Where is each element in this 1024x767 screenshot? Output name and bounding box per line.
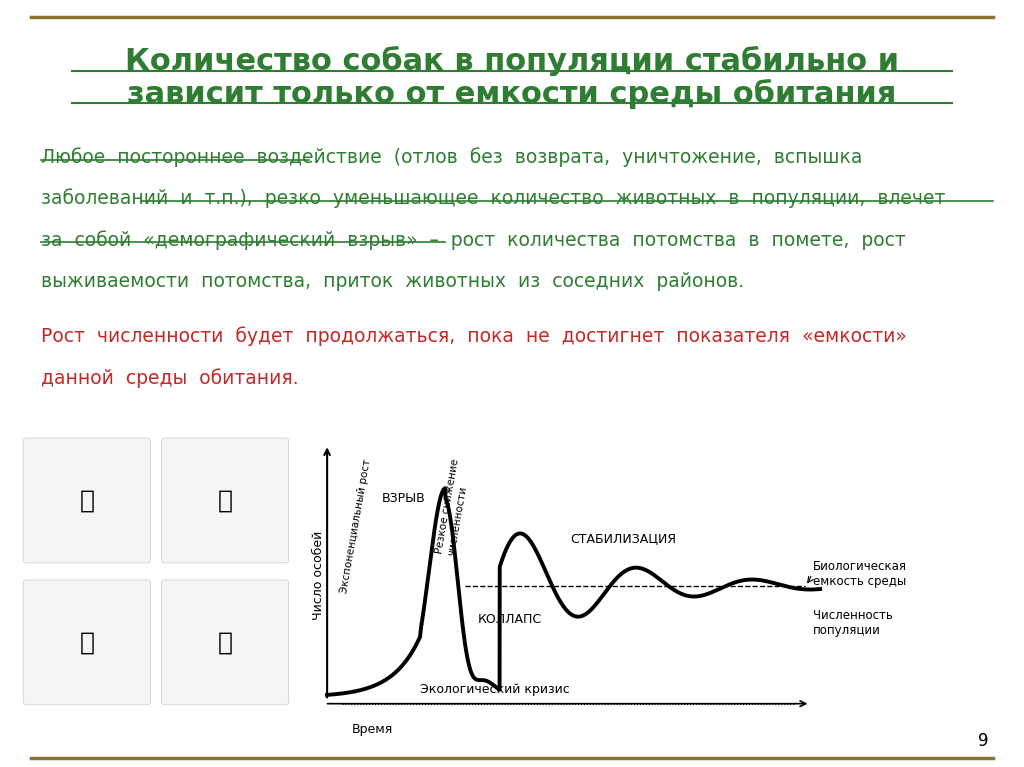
Text: Время: Время — [352, 723, 393, 736]
Text: 9: 9 — [978, 732, 988, 750]
Text: 🐕: 🐕 — [217, 489, 232, 512]
Text: за  собой  «демографический  взрыв»  –  рост  количества  потомства  в  помете, : за собой «демографический взрыв» – рост … — [41, 230, 905, 250]
FancyBboxPatch shape — [162, 580, 289, 705]
Text: заболеваний  и  т.п.),  резко  уменьшающее  количество  животных  в  популяции, : заболеваний и т.п.), резко уменьшающее к… — [41, 189, 945, 209]
Text: КОЛЛАПС: КОЛЛАПС — [477, 613, 542, 626]
Text: 🐕: 🐕 — [217, 630, 232, 654]
Text: 🐕: 🐕 — [79, 489, 94, 512]
Text: ВЗРЫВ: ВЗРЫВ — [382, 492, 425, 505]
Text: СТАБИЛИЗАЦИЯ: СТАБИЛИЗАЦИЯ — [570, 532, 676, 545]
Text: Экспоненциальный рост: Экспоненциальный рост — [339, 458, 373, 594]
Text: выживаемости  потомства,  приток  животных  из  соседних  районов.: выживаемости потомства, приток животных … — [41, 272, 744, 291]
Text: Резкое снижение
численности: Резкое снижение численности — [434, 458, 472, 556]
Text: Рост  численности  будет  продолжаться,  пока  не  достигнет  показателя  «емкос: Рост численности будет продолжаться, пок… — [41, 327, 906, 347]
Text: Биологическая
емкость среды: Биологическая емкость среды — [813, 560, 907, 588]
FancyBboxPatch shape — [24, 580, 151, 705]
Text: Число особей: Число особей — [311, 531, 325, 621]
Text: зависит только от емкости среды обитания: зависит только от емкости среды обитания — [127, 78, 897, 109]
Text: данной  среды  обитания.: данной среды обитания. — [41, 368, 299, 388]
FancyBboxPatch shape — [24, 438, 151, 563]
Text: Любое  постороннее  воздействие  (отлов  без  возврата,  уничтожение,  вспышка: Любое постороннее воздействие (отлов без… — [41, 147, 862, 167]
Text: Экологический кризис: Экологический кризис — [420, 683, 569, 696]
Text: 🐕: 🐕 — [79, 630, 94, 654]
Text: Количество собак в популяции стабильно и: Количество собак в популяции стабильно и — [125, 46, 899, 77]
Text: Численность
популяции: Численность популяции — [813, 609, 893, 637]
FancyBboxPatch shape — [162, 438, 289, 563]
